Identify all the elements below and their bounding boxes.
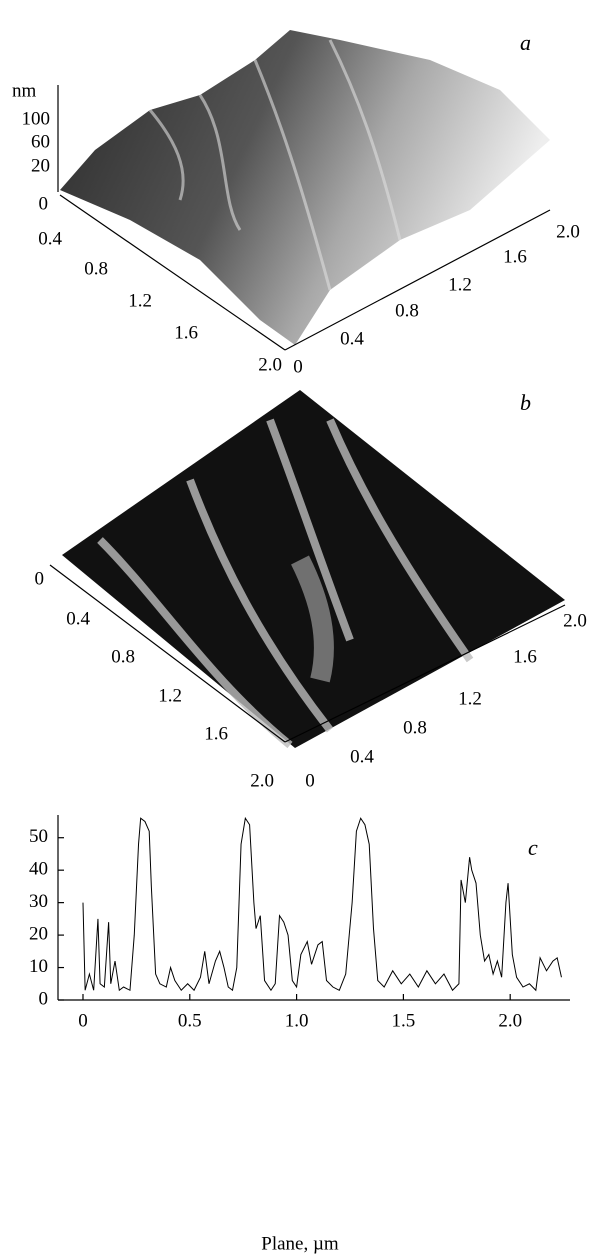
- profile-line: [82, 816, 562, 992]
- y-tick-label: 20: [29, 923, 48, 944]
- y-tick-label: 10: [29, 956, 48, 977]
- surface-a: [60, 30, 550, 345]
- axis-tick-label: 0.4: [340, 328, 364, 349]
- surface-b: [62, 390, 565, 749]
- axis-tick-label: 0.4: [350, 746, 374, 767]
- y-tick-label: 50: [29, 826, 48, 847]
- axis-tick-label: 1.6: [513, 646, 537, 667]
- axis-left-a: [59, 194, 286, 351]
- axis-tick-label: 1.6: [204, 723, 228, 744]
- axis-tick-label: 0: [35, 568, 45, 589]
- panel-label: b: [520, 390, 531, 415]
- axis-tick-label: 0.4: [38, 228, 62, 249]
- x-tick-label: 2.0: [498, 1010, 522, 1031]
- axis-right-a: [284, 209, 551, 351]
- axis-tick-label: 0.8: [84, 258, 108, 279]
- x-tick-label: 1.5: [392, 1010, 416, 1031]
- x-tick-label: 0.5: [178, 1010, 202, 1031]
- y-tick-label: 30: [29, 891, 48, 912]
- axis-tick-label: 2.0: [250, 770, 274, 791]
- axis-tick-label: 1.2: [448, 274, 472, 295]
- y-tick-label: 40: [29, 859, 48, 880]
- z-tick-label: 0: [39, 193, 49, 214]
- z-unit: nm: [12, 80, 37, 101]
- panel-label: a: [520, 30, 531, 55]
- axis-tick-label: 2.0: [258, 354, 282, 375]
- panel-label: c: [528, 835, 538, 860]
- y-tick-label: 0: [39, 988, 49, 1009]
- x-tick-label: 0: [78, 1010, 88, 1031]
- axis-tick-label: 0.8: [395, 300, 419, 321]
- axis-tick-label: 2.0: [563, 610, 587, 631]
- axis-right-b: [284, 604, 566, 743]
- x-tick-label: 1.0: [285, 1010, 309, 1031]
- axis-left-b: [49, 564, 286, 743]
- axis-tick-label: 1.6: [503, 246, 527, 267]
- axis-tick-label: 2.0: [556, 221, 580, 242]
- axis-tick-label: 0.4: [66, 608, 90, 629]
- axis-tick-label: 0.8: [403, 717, 427, 738]
- axis-tick-label: 0: [293, 356, 303, 377]
- axis-tick-label: 1.6: [174, 322, 198, 343]
- axis-tick-label: 0.8: [111, 646, 135, 667]
- axis-tick-label: 0: [305, 770, 315, 791]
- z-tick-label: 20: [31, 155, 50, 176]
- axis-tick-label: 1.2: [128, 290, 152, 311]
- axis-tick-label: 1.2: [158, 685, 182, 706]
- z-tick-label: 100: [22, 108, 51, 129]
- x-axis-label: Plane, µm: [261, 1233, 339, 1254]
- z-tick-label: 60: [31, 131, 50, 152]
- axis-tick-label: 1.2: [458, 688, 482, 709]
